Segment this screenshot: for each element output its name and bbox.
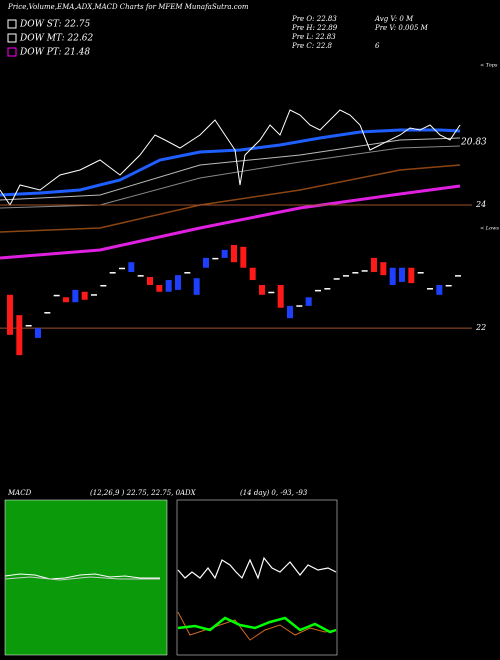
candle xyxy=(184,272,191,274)
candle xyxy=(352,272,359,274)
adx-line xyxy=(177,556,337,580)
y-tick-label: 24 xyxy=(475,200,486,209)
candle xyxy=(445,284,452,287)
legend: DOW ST: 22.75 DOW MT: 22.62 DOW PT: 21.48 xyxy=(7,19,94,58)
info-extra: 6 xyxy=(375,42,380,50)
candle xyxy=(455,275,461,277)
legend-swatch xyxy=(7,47,17,57)
candle xyxy=(109,272,116,274)
info-high: Pre H: 22.89 xyxy=(291,24,338,32)
info-close: Pre C: 22.8 xyxy=(291,42,332,50)
candle xyxy=(53,294,60,297)
candles: 24 22 xyxy=(0,200,486,356)
info-avg-volume: Avg V: 0 M xyxy=(374,15,414,23)
candle xyxy=(203,257,209,268)
candle xyxy=(277,284,284,308)
candle xyxy=(44,312,51,314)
adx-green xyxy=(177,616,337,634)
legend-label: DOW MT: 22.62 xyxy=(19,34,94,44)
candle xyxy=(305,297,312,306)
candle xyxy=(287,305,293,319)
candle xyxy=(240,246,247,268)
legend-label: DOW ST: 22.75 xyxy=(19,20,90,30)
ema-label: 20.83 xyxy=(460,138,487,148)
candle xyxy=(389,267,396,285)
candle xyxy=(212,257,219,260)
legend-label: DOW PT: 21.48 xyxy=(19,48,90,58)
candle xyxy=(324,288,331,290)
candle xyxy=(100,284,107,287)
candle xyxy=(72,289,79,303)
candle xyxy=(268,291,275,294)
macd-params: (12,26,9 ) 22.75, 22.75, 0 xyxy=(90,489,181,497)
price-line xyxy=(0,109,461,206)
candle xyxy=(333,278,340,280)
candle xyxy=(137,275,144,277)
macd-line xyxy=(4,573,160,580)
macd-label: MACD xyxy=(7,489,32,497)
tops-marker: < Tops xyxy=(480,63,498,69)
candle xyxy=(81,291,88,300)
candle xyxy=(165,280,172,292)
candle xyxy=(399,267,405,282)
candle xyxy=(408,267,415,284)
legend-swatch xyxy=(7,33,17,43)
info-open: Pre O: 22.83 xyxy=(291,15,337,23)
candle xyxy=(371,257,377,273)
ema-lines xyxy=(0,109,461,260)
candle xyxy=(63,297,69,303)
candle xyxy=(380,262,387,276)
adx-params: (14 day) 0, -93, -93 xyxy=(240,489,308,497)
candle xyxy=(249,267,256,281)
candle xyxy=(427,288,433,290)
ema-brown xyxy=(0,164,461,233)
candle xyxy=(91,294,97,296)
candle xyxy=(35,328,41,338)
ema-magenta xyxy=(0,184,461,260)
candle xyxy=(25,324,32,327)
chart-title: Price,Volume,EMA,ADX,MACD Charts for MFE… xyxy=(7,3,249,11)
candle xyxy=(343,275,349,277)
candle xyxy=(259,284,265,295)
candle xyxy=(361,270,368,272)
ema-gray xyxy=(0,137,461,201)
ema-gray xyxy=(0,145,461,209)
info-pre-volume: Pre V: 0.005 M xyxy=(374,24,429,32)
candle xyxy=(147,276,153,285)
legend-swatch xyxy=(7,19,17,29)
lows-marker: < Lows xyxy=(480,226,499,232)
y-tick-label: 22 xyxy=(475,323,486,332)
ema-blue xyxy=(0,128,461,197)
candle xyxy=(175,275,181,290)
candle xyxy=(436,284,443,295)
candle xyxy=(128,262,135,273)
candle xyxy=(156,284,163,292)
candle xyxy=(231,244,237,263)
candle xyxy=(315,289,321,292)
adx-label: ADX xyxy=(179,489,197,497)
adx-orange xyxy=(177,611,337,641)
candle xyxy=(16,315,23,356)
candle xyxy=(119,267,125,270)
macd-signal xyxy=(4,576,160,581)
candle xyxy=(221,249,228,258)
info-low: Pre L: 22.83 xyxy=(291,33,336,41)
candle xyxy=(296,305,303,307)
candle xyxy=(417,272,424,274)
candle xyxy=(193,278,200,295)
candle xyxy=(7,294,13,335)
